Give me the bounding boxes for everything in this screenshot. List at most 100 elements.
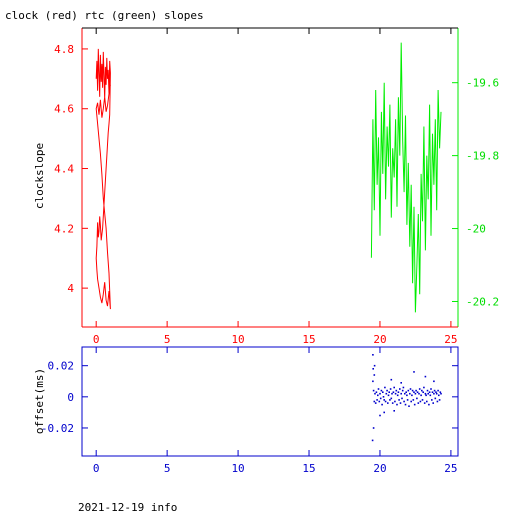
offset-point <box>390 378 393 381</box>
offset-point <box>415 389 417 392</box>
offset-point <box>404 403 407 406</box>
offset-x-tick-label: 10 <box>231 462 244 475</box>
x-tick-label: 15 <box>302 333 315 346</box>
right-y-tick-label: -20 <box>466 223 486 236</box>
left-y-tick-label: 4.6 <box>54 103 74 116</box>
offset-point <box>376 399 378 401</box>
offset-point <box>379 392 381 395</box>
offset-point <box>427 392 429 395</box>
offset-point <box>374 402 377 404</box>
offset-point <box>407 389 410 392</box>
offset-point <box>393 386 395 389</box>
right-y-tick-label: -20.2 <box>466 295 499 308</box>
offset-point <box>394 392 397 395</box>
offset-point <box>377 394 379 397</box>
offset-point <box>440 392 442 395</box>
offset-point <box>438 399 441 401</box>
offset-point <box>421 399 424 401</box>
right-y-tick-label: -19.6 <box>466 77 499 90</box>
offset-x-tick-label: 15 <box>302 462 315 475</box>
offset-point <box>374 392 376 395</box>
offset-point <box>433 389 436 392</box>
offset-point <box>396 394 399 397</box>
offset-point <box>398 399 400 401</box>
offset-point <box>428 403 430 406</box>
offset-point <box>384 386 386 389</box>
offset-point <box>426 400 428 403</box>
offset-x-tick-label: 25 <box>444 462 457 475</box>
offset-point <box>435 391 437 393</box>
offset-point <box>403 400 405 403</box>
offset-x-tick-label: 0 <box>93 462 100 475</box>
footer-date-info: 2021-12-19 info <box>78 501 177 512</box>
offset-point <box>388 391 390 393</box>
offset-point <box>402 386 405 389</box>
offset-point <box>413 391 415 393</box>
offset-point <box>421 389 423 392</box>
slopes-panel: 4 4.2 4.4 4.6 4.8 -20.2 -20 -19.8 -19.6 0 5 10 15 20 2… <box>54 27 499 346</box>
offset-point <box>373 400 376 403</box>
offset-axis-label: offset(ms) <box>33 368 46 434</box>
offset-point <box>383 411 385 414</box>
offset-point <box>411 389 414 392</box>
offset-point <box>418 392 420 395</box>
offset-point <box>383 399 385 401</box>
offset-point <box>433 392 435 395</box>
offset-x-tick-label: 20 <box>373 462 386 475</box>
offset-point <box>397 391 400 393</box>
offset-point <box>413 403 416 406</box>
offset-point <box>372 380 374 383</box>
offset-point <box>416 397 418 400</box>
x-tick-label: 20 <box>373 333 386 346</box>
x-tick-label: 0 <box>93 333 100 346</box>
offset-point <box>372 354 374 356</box>
clock-slope-series <box>95 48 111 310</box>
offset-point <box>413 371 415 373</box>
offset-point <box>435 392 438 395</box>
offset-point <box>379 397 382 400</box>
offset-y-tick-label: 0 <box>67 391 74 404</box>
offset-point <box>416 391 419 393</box>
offset-point <box>372 389 375 392</box>
offset-point <box>384 400 387 403</box>
offset-point <box>409 392 411 395</box>
offset-point <box>396 403 398 406</box>
offset-point <box>389 399 391 401</box>
x-tick-label: 10 <box>231 333 244 346</box>
offset-point <box>410 400 412 403</box>
offset-point <box>387 402 389 404</box>
right-y-tick-label: -19.8 <box>466 150 499 163</box>
offset-point <box>419 400 422 403</box>
offset-point <box>409 388 412 390</box>
offset-point <box>382 396 385 398</box>
left-y-tick-label: 4.8 <box>54 43 74 56</box>
offset-point <box>394 400 396 403</box>
offset-point <box>395 389 398 392</box>
offset-point <box>400 392 402 395</box>
offset-point <box>406 399 409 401</box>
offset-point <box>404 392 406 395</box>
offset-point <box>379 414 381 417</box>
x-tick-label: 5 <box>164 333 171 346</box>
offset-point <box>423 386 425 389</box>
offset-point <box>406 394 408 397</box>
offset-point <box>399 402 402 404</box>
offset-point <box>436 400 439 403</box>
offset-point <box>401 397 403 400</box>
offset-point <box>372 368 374 370</box>
x-tick-label: 25 <box>444 333 457 346</box>
offset-point <box>426 389 429 392</box>
offset-x-tick-label: 5 <box>164 462 171 475</box>
offset-point <box>373 364 376 367</box>
offset-point <box>428 391 431 393</box>
offset-point <box>411 394 413 397</box>
offset-point <box>429 394 432 397</box>
offset-point <box>418 388 421 390</box>
offset-point <box>424 375 427 378</box>
offset-point <box>405 391 407 393</box>
offset-point <box>385 392 388 395</box>
offset-point <box>389 388 392 390</box>
offset-point <box>422 391 424 393</box>
offset-point <box>381 403 383 406</box>
